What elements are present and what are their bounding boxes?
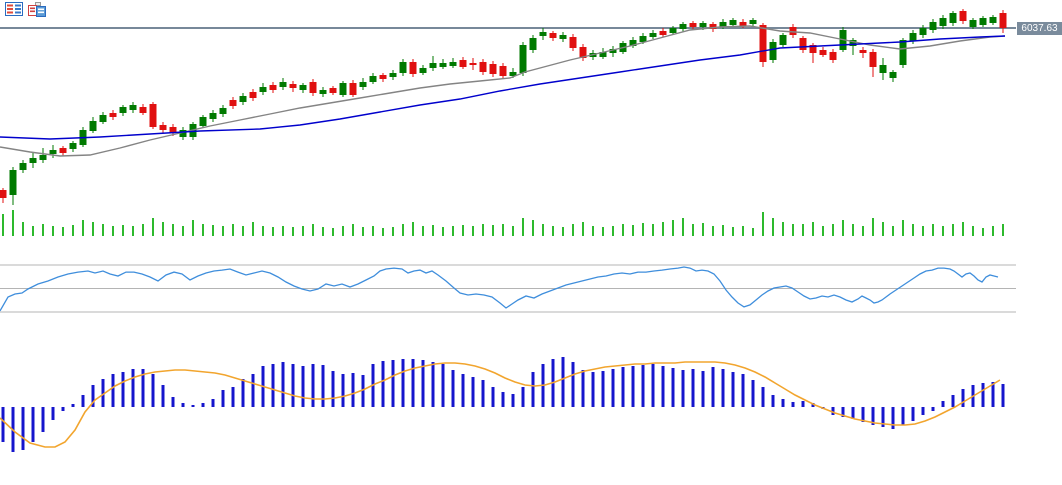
rsi-gridlines xyxy=(0,264,1016,313)
macd-pane xyxy=(0,357,1005,452)
toolbar xyxy=(0,0,1062,20)
quote-list-icon[interactable] xyxy=(3,2,25,18)
last-price-tag: 6037.63 xyxy=(1017,22,1062,35)
candlestick-pane xyxy=(0,9,1007,206)
moving-averages xyxy=(0,25,1006,157)
volume-pane xyxy=(2,210,1004,236)
rsi-pane xyxy=(0,266,999,312)
new-chart-window-icon[interactable] xyxy=(26,2,48,18)
